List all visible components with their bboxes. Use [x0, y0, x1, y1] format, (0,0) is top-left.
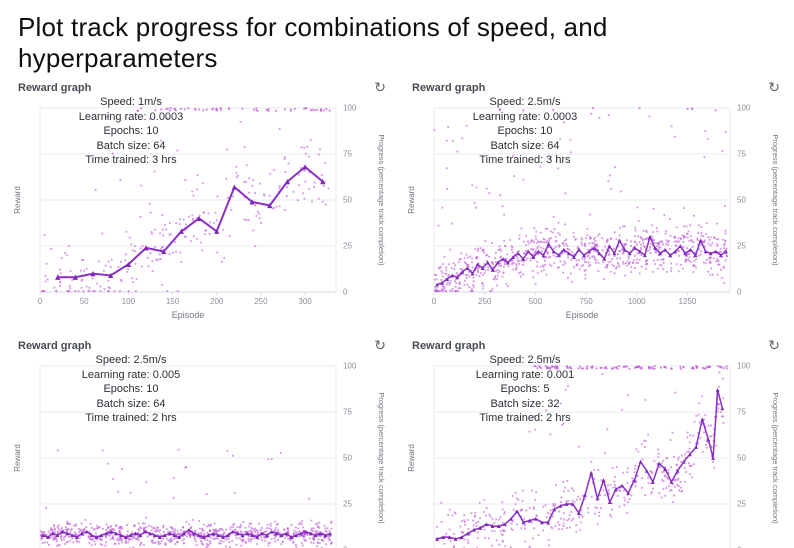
page: Plot track progress for combinations of … [0, 12, 794, 548]
reward-graph-card-4: Reward graph ↻ Speed: 2.5m/s Learning ra… [404, 336, 788, 548]
svg-text:Episode: Episode [566, 310, 599, 320]
svg-text:50: 50 [737, 196, 746, 205]
svg-text:Progress (percentage track com: Progress (percentage track completion) [771, 134, 780, 266]
svg-text:250: 250 [254, 297, 268, 306]
svg-text:75: 75 [737, 408, 746, 417]
svg-text:750: 750 [579, 297, 593, 306]
svg-text:Reward: Reward [13, 186, 22, 214]
svg-text:Reward: Reward [407, 444, 416, 472]
refresh-icon[interactable]: ↻ [374, 80, 386, 96]
svg-text:25: 25 [343, 500, 352, 509]
svg-text:250: 250 [478, 297, 492, 306]
chart-title: Reward graph [18, 340, 92, 352]
svg-text:100: 100 [122, 297, 136, 306]
chart-title: Reward graph [412, 82, 486, 94]
svg-text:Reward: Reward [13, 444, 22, 472]
refresh-icon[interactable]: ↻ [374, 338, 386, 354]
svg-text:Episode: Episode [172, 310, 205, 320]
card-header: Reward graph ↻ [10, 336, 394, 354]
svg-text:75: 75 [343, 408, 352, 417]
svg-text:0: 0 [432, 297, 437, 306]
svg-text:25: 25 [343, 242, 352, 251]
svg-text:25: 25 [737, 500, 746, 509]
svg-text:Progress (percentage track com: Progress (percentage track completion) [771, 392, 780, 524]
svg-text:50: 50 [343, 196, 352, 205]
refresh-icon[interactable]: ↻ [768, 338, 780, 354]
card-header: Reward graph ↻ [404, 78, 788, 96]
chart-title: Reward graph [18, 82, 92, 94]
page-title: Plot track progress for combinations of … [18, 12, 608, 73]
svg-text:100: 100 [737, 362, 751, 371]
refresh-icon[interactable]: ↻ [768, 80, 780, 96]
svg-text:50: 50 [80, 297, 89, 306]
svg-text:75: 75 [737, 150, 746, 159]
svg-text:50: 50 [737, 454, 746, 463]
svg-text:150: 150 [166, 297, 180, 306]
svg-text:25: 25 [737, 242, 746, 251]
svg-text:100: 100 [343, 104, 357, 113]
svg-text:0: 0 [737, 546, 742, 548]
svg-text:1000: 1000 [628, 297, 646, 306]
card-header: Reward graph ↻ [10, 78, 394, 96]
reward-graph-card-2: Reward graph ↻ Speed: 2.5m/s Learning ra… [404, 78, 788, 328]
svg-text:100: 100 [737, 104, 751, 113]
svg-text:0: 0 [38, 297, 43, 306]
chart-grid: Reward graph ↻ Speed: 1m/s Learning rate… [0, 78, 794, 548]
svg-text:Progress (percentage track com: Progress (percentage track completion) [377, 134, 386, 266]
reward-graph-card-3: Reward graph ↻ Speed: 2.5m/s Learning ra… [10, 336, 394, 548]
chart-title: Reward graph [412, 340, 486, 352]
svg-text:0: 0 [343, 288, 348, 297]
reward-progress-chart: 02550751000200400600800EpisodeRewardProg… [407, 362, 780, 548]
svg-text:Progress (percentage track com: Progress (percentage track completion) [377, 392, 386, 524]
svg-text:0: 0 [343, 546, 348, 548]
card-header: Reward graph ↻ [404, 336, 788, 354]
reward-progress-chart: 0 25 50 75 100 0 50 100 150 200 250 300 Episode Rewar… [13, 104, 386, 321]
svg-text:0: 0 [737, 288, 742, 297]
reward-progress-chart: 02550751000250500750100012501500EpisodeR… [13, 362, 386, 548]
svg-text:1250: 1250 [679, 297, 697, 306]
svg-text:75: 75 [343, 150, 352, 159]
svg-text:50: 50 [343, 454, 352, 463]
svg-text:500: 500 [529, 297, 543, 306]
svg-text:100: 100 [343, 362, 357, 371]
svg-text:200: 200 [210, 297, 224, 306]
reward-graph-card-1: Reward graph ↻ Speed: 1m/s Learning rate… [10, 78, 394, 328]
svg-text:Reward: Reward [407, 186, 416, 214]
svg-text:300: 300 [298, 297, 312, 306]
